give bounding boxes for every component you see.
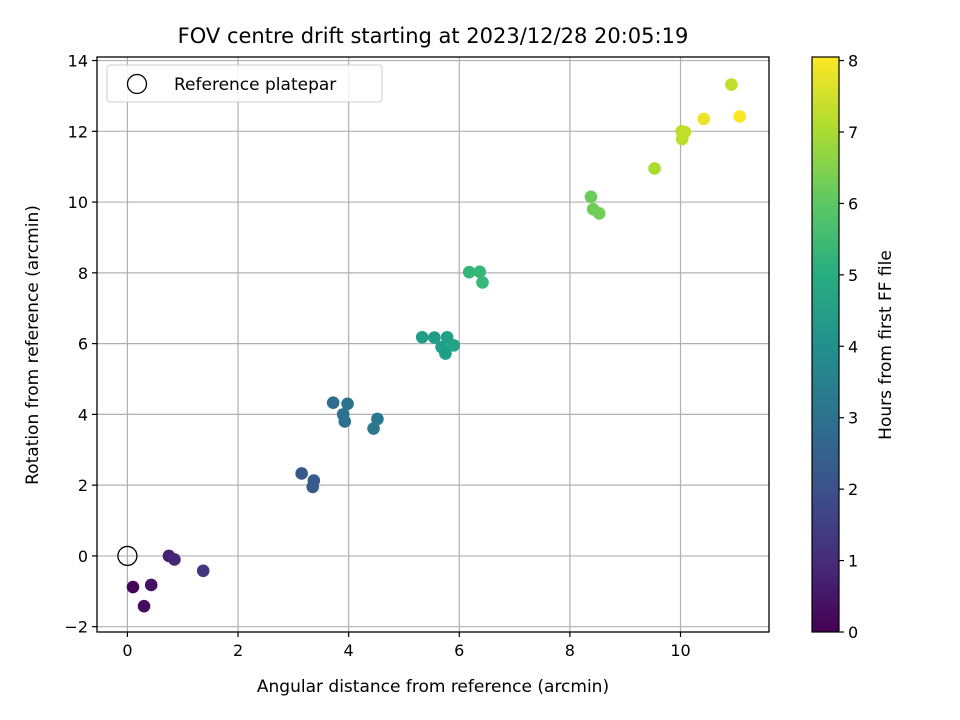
- data-point: [126, 580, 140, 594]
- x-tick-label: 0: [122, 641, 132, 660]
- data-point: [415, 330, 429, 344]
- legend-marker-reference: [126, 73, 148, 95]
- y-tick-label: −2: [64, 618, 88, 637]
- data-point: [733, 110, 746, 123]
- y-tick-label: 6: [78, 335, 88, 354]
- y-tick-label: 8: [78, 264, 88, 283]
- colorbar-tick-label: 8: [848, 52, 858, 71]
- x-axis-label: Angular distance from reference (arcmin): [257, 677, 609, 697]
- colorbar: 0 1 2 3 4 5 6 7 8 Hours from first FF file: [811, 52, 896, 642]
- grid: [97, 57, 769, 632]
- data-point: [168, 553, 181, 566]
- colorbar-tick-label: 7: [848, 123, 858, 142]
- y-tick-label: 10: [68, 193, 88, 212]
- y-tick-label: 14: [68, 52, 88, 71]
- y-tick-label: 12: [68, 122, 88, 141]
- y-tick-label: 0: [78, 547, 88, 566]
- legend-box: [106, 64, 383, 103]
- data-point: [462, 265, 476, 279]
- colorbar-tick-label: 3: [848, 409, 858, 428]
- colorbar-label: Hours from first FF file: [876, 250, 896, 440]
- data-point: [144, 578, 158, 592]
- colorbar-frame: [811, 56, 840, 633]
- y-axis-label: Rotation from reference (arcmin): [23, 205, 43, 485]
- data-point: [697, 112, 711, 126]
- data-point: [367, 422, 380, 435]
- data-point: [341, 397, 354, 411]
- x-tick-label: 4: [344, 641, 354, 660]
- colorbar-gradient: [812, 57, 839, 632]
- data-point: [428, 331, 441, 344]
- colorbar-tick-label: 5: [848, 266, 858, 285]
- legend-label-reference: Reference platepar: [174, 75, 336, 95]
- data-point: [473, 265, 487, 279]
- chart-title: FOV centre drift starting at 2023/12/28 …: [178, 24, 689, 48]
- data-point: [137, 599, 151, 613]
- colorbar-tick-label: 2: [848, 480, 858, 499]
- axes-frame: [96, 56, 770, 633]
- reference-platepar-marker: [117, 545, 138, 567]
- x-tick-label: 8: [565, 641, 575, 660]
- data-point: [678, 125, 692, 139]
- x-tick-label: 10: [670, 641, 690, 660]
- data-point: [295, 467, 308, 480]
- data-point: [592, 207, 606, 220]
- legend: Reference platepar: [106, 64, 383, 103]
- data-point: [371, 412, 384, 426]
- y-tick-label: 2: [78, 476, 88, 495]
- data-point: [584, 190, 598, 204]
- colorbar-tick-label: 4: [848, 337, 858, 356]
- data-points: [126, 78, 746, 613]
- colorbar-tick-label: 1: [848, 552, 858, 571]
- colorbar-tick-label: 0: [848, 623, 858, 642]
- colorbar-tick-label: 6: [848, 194, 858, 213]
- colorbar-ticks: 0 1 2 3 4 5 6 7 8: [839, 52, 858, 642]
- x-tick-label: 2: [233, 641, 243, 660]
- data-point: [648, 162, 661, 175]
- data-point: [476, 276, 489, 289]
- axis-ticks: 0 2 4 6 8 10 −2 0 2 4 6 8 10 12 14: [64, 52, 690, 660]
- x-tick-label: 6: [454, 641, 464, 660]
- data-point: [306, 480, 320, 494]
- y-tick-label: 4: [78, 405, 88, 424]
- reference-marker-layer: [117, 545, 138, 567]
- data-point: [439, 347, 452, 360]
- data-point: [338, 415, 352, 428]
- data-point: [326, 396, 340, 410]
- data-point: [725, 78, 738, 91]
- data-point: [196, 564, 210, 578]
- data-point: [447, 339, 461, 352]
